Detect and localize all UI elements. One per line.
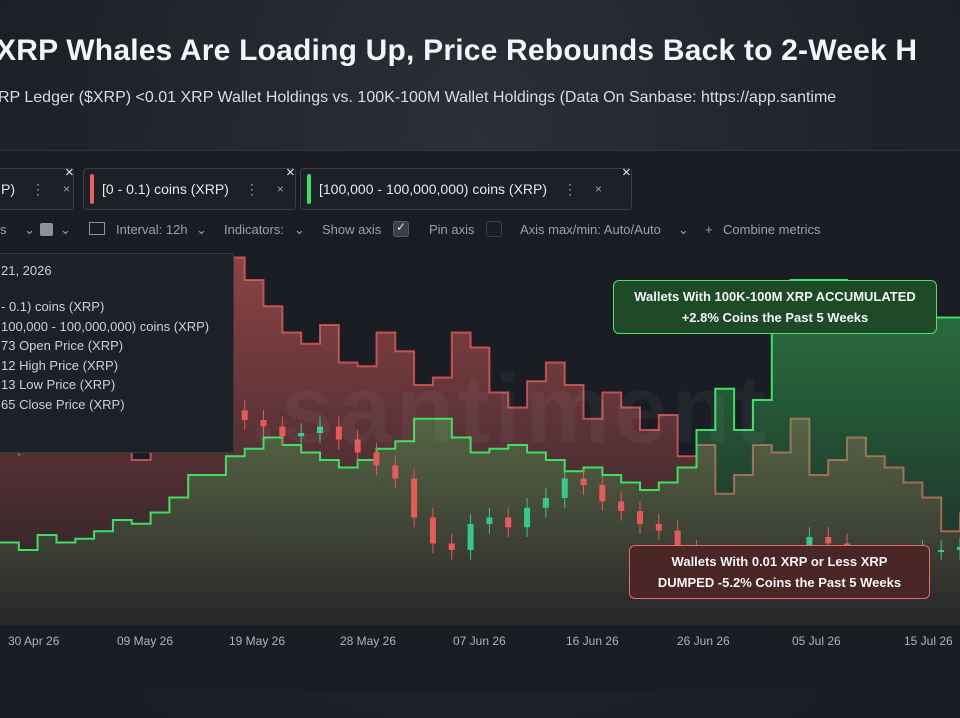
- price-candle: [542, 498, 549, 508]
- series-color-swatch: [307, 174, 311, 204]
- show-axis-checkbox[interactable]: [393, 221, 409, 237]
- tooltip-row: 100,000 - 100,000,000) coins (XRP): [1, 319, 210, 334]
- interval-icon: [89, 222, 105, 235]
- metric-tab-small-wallets[interactable]: [0 - 0.1) coins (XRP) ⋮ ×: [83, 168, 296, 210]
- tooltip-row: 73 Open Price (XRP): [1, 338, 124, 353]
- price-candle: [637, 511, 643, 524]
- dump-callout: Wallets With 0.01 XRP or Less XRP DUMPED…: [629, 545, 930, 599]
- close-icon[interactable]: ×: [63, 182, 71, 196]
- close-icon[interactable]: ×: [595, 182, 603, 196]
- price-candle: [354, 439, 361, 453]
- color-picker-icon[interactable]: [40, 223, 53, 236]
- price-candle: [580, 478, 587, 485]
- more-icon[interactable]: ⋮: [563, 180, 578, 197]
- price-candle: [674, 530, 681, 550]
- chart-style-dropdown[interactable]: s: [0, 222, 7, 237]
- tooltip-row: 65 Close Price (XRP): [1, 397, 125, 412]
- tooltip-row: - 0.1) coins (XRP): [1, 299, 105, 314]
- x-tick-label: 09 May 26: [117, 634, 174, 648]
- more-icon[interactable]: ⋮: [244, 180, 259, 197]
- price-candle: [486, 517, 493, 524]
- price-candle: [411, 478, 418, 518]
- callout-line: +2.8% Coins the Past 5 Weeks: [681, 310, 869, 325]
- callout-line: DUMPED -5.2% Coins the Past 5 Weeks: [657, 575, 902, 590]
- price-candle: [505, 517, 512, 528]
- metric-tab-label: P): [1, 181, 15, 197]
- x-tick-label: 07 Jun 26: [453, 634, 506, 648]
- page-title: XRP Whales Are Loading Up, Price Rebound…: [0, 34, 918, 67]
- close-icon[interactable]: ×: [276, 182, 284, 196]
- callout-line: Wallets With 100K-100M XRP ACCUMULATED: [634, 289, 916, 304]
- price-candle: [467, 524, 474, 550]
- price-candle: [524, 507, 531, 528]
- callout-line: Wallets With 0.01 XRP or Less XRP: [671, 554, 888, 569]
- x-tick-label: 28 May 26: [340, 634, 397, 648]
- accumulation-callout: Wallets With 100K-100M XRP ACCUMULATED +…: [613, 280, 937, 334]
- metric-tab-label: [100,000 - 100,000,000) coins (XRP): [319, 181, 548, 197]
- chevron-down-icon[interactable]: ⌄: [678, 222, 689, 237]
- tooltip-row: 12 High Price (XRP): [1, 358, 119, 373]
- interval-dropdown[interactable]: Interval: 12h: [116, 222, 188, 237]
- tooltip-row: 13 Low Price (XRP): [1, 377, 116, 392]
- price-candle: [618, 501, 625, 511]
- price-candle: [279, 426, 286, 437]
- price-candle: [429, 517, 436, 544]
- chevron-down-icon[interactable]: ⌄: [24, 222, 35, 237]
- pin-axis-label: Pin axis: [429, 222, 475, 237]
- whale-wallets-line: [0, 279, 960, 551]
- price-candle: [825, 537, 832, 544]
- price-candle: [317, 426, 323, 433]
- price-candle: [599, 485, 606, 502]
- santiment-watermark: .santiment: [250, 355, 770, 465]
- x-tick-label: 30 Apr 26: [8, 634, 60, 648]
- page-subtitle: RP Ledger ($XRP) <0.01 XRP Wallet Holdin…: [0, 89, 837, 106]
- more-icon[interactable]: ⋮: [31, 180, 45, 197]
- price-candle: [655, 524, 662, 531]
- x-tick-label: 15 Jul 26: [904, 634, 953, 648]
- x-tick-label: 26 Jun 26: [677, 634, 730, 648]
- price-candle: [241, 410, 248, 420]
- price-candle: [448, 543, 455, 550]
- metric-tab-label: [0 - 0.1) coins (XRP): [102, 181, 229, 197]
- chevron-down-icon[interactable]: ⌄: [294, 222, 305, 237]
- axis-maxmin-dropdown[interactable]: Axis max/min: Auto/Auto: [520, 222, 661, 237]
- remove-tab-icon[interactable]: ×: [286, 164, 295, 181]
- price-candle: [260, 420, 267, 427]
- tooltip-date: 21, 2026: [1, 263, 52, 278]
- x-tick-label: 19 May 26: [229, 634, 286, 648]
- metric-tab-whale-wallets[interactable]: [100,000 - 100,000,000) coins (XRP) ⋮ ×: [300, 168, 632, 210]
- x-tick-label: 16 Jun 26: [566, 634, 619, 648]
- price-candle: [335, 426, 342, 440]
- crosshair-tooltip: 21, 2026 - 0.1) coins (XRP) 100,000 - 10…: [0, 253, 234, 453]
- chart-toolbar: s ⌄ ⌄ Interval: 12h ⌄ Indicators: ⌄ Show…: [0, 219, 960, 241]
- combine-metrics-button[interactable]: Combine metrics: [723, 222, 821, 237]
- price-candle: [561, 478, 568, 498]
- series-color-swatch: [90, 174, 94, 204]
- chevron-down-icon[interactable]: ⌄: [196, 222, 207, 237]
- remove-tab-icon[interactable]: ×: [65, 164, 74, 181]
- chevron-down-icon[interactable]: ⌄: [60, 222, 71, 237]
- check-icon: ✓: [396, 220, 407, 234]
- remove-tab-icon[interactable]: ×: [622, 164, 631, 181]
- price-candle: [392, 465, 399, 479]
- plus-icon: +: [705, 222, 713, 237]
- price-candle: [373, 452, 380, 466]
- show-axis-label: Show axis: [322, 222, 382, 237]
- indicators-dropdown[interactable]: Indicators:: [224, 222, 284, 237]
- metric-tab-price[interactable]: P) ⋮ ×: [0, 168, 74, 210]
- price-candle: [957, 546, 960, 550]
- price-candle: [298, 433, 305, 437]
- pin-axis-checkbox[interactable]: [486, 221, 502, 237]
- x-tick-label: 05 Jul 26: [792, 634, 841, 648]
- price-candle: [938, 550, 945, 552]
